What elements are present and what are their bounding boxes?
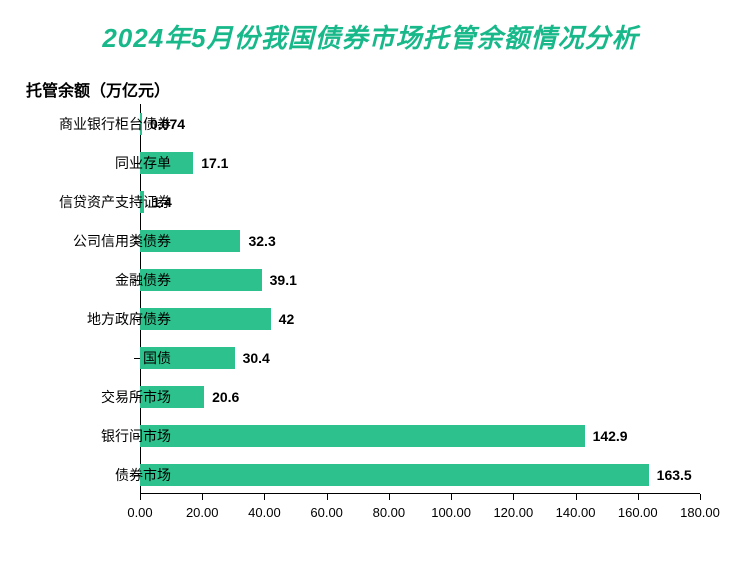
bar xyxy=(140,425,585,447)
x-tick xyxy=(389,494,390,500)
category-label: 公司信用类债券 xyxy=(73,231,171,251)
x-tick-label: 20.00 xyxy=(186,505,219,520)
x-tick xyxy=(140,494,141,500)
chart-title: 2024年5月份我国债券市场托管余额情况分析 xyxy=(0,0,741,55)
x-tick-label: 120.00 xyxy=(493,505,533,520)
bar-value-label: 30.4 xyxy=(243,350,270,366)
x-tick-label: 60.00 xyxy=(310,505,343,520)
x-tick xyxy=(700,494,701,500)
bar-value-label: 39.1 xyxy=(270,272,297,288)
x-tick-label: 0.00 xyxy=(127,505,152,520)
x-tick-label: 140.00 xyxy=(556,505,596,520)
chart-subtitle: 托管余额（万亿元） xyxy=(0,55,741,101)
bar-value-label: 17.1 xyxy=(201,155,228,171)
x-tick xyxy=(513,494,514,500)
bar-value-label: 32.3 xyxy=(248,233,275,249)
bar-value-label: 163.5 xyxy=(657,467,692,483)
plot-region: 0.0020.0040.0060.0080.00100.00120.00140.… xyxy=(140,104,700,494)
category-label: 债券市场 xyxy=(115,465,171,485)
x-tick-label: 40.00 xyxy=(248,505,281,520)
category-label: 信贷资产支持证券 xyxy=(59,192,171,212)
x-tick-label: 160.00 xyxy=(618,505,658,520)
x-tick-label: 100.00 xyxy=(431,505,471,520)
x-axis xyxy=(140,493,700,494)
category-label: 交易所市场 xyxy=(101,387,171,407)
bar-value-label: 42 xyxy=(279,311,295,327)
chart-area: 0.0020.0040.0060.0080.00100.00120.00140.… xyxy=(140,104,700,524)
x-tick-label: 80.00 xyxy=(373,505,406,520)
x-tick xyxy=(451,494,452,500)
category-label: 银行间市场 xyxy=(101,426,171,446)
bar-value-label: 20.6 xyxy=(212,389,239,405)
category-label: 商业银行柜台债券 xyxy=(59,114,171,134)
x-tick xyxy=(576,494,577,500)
x-tick-label: 180.00 xyxy=(680,505,720,520)
x-tick xyxy=(638,494,639,500)
bar-value-label: 142.9 xyxy=(593,428,628,444)
category-label: 同业存单 xyxy=(115,153,171,173)
x-tick xyxy=(327,494,328,500)
x-tick xyxy=(264,494,265,500)
category-label: 国债 xyxy=(143,348,171,368)
category-label: 金融债券 xyxy=(115,270,171,290)
x-tick xyxy=(202,494,203,500)
category-label: 地方政府债券 xyxy=(87,309,171,329)
bar xyxy=(140,464,649,486)
